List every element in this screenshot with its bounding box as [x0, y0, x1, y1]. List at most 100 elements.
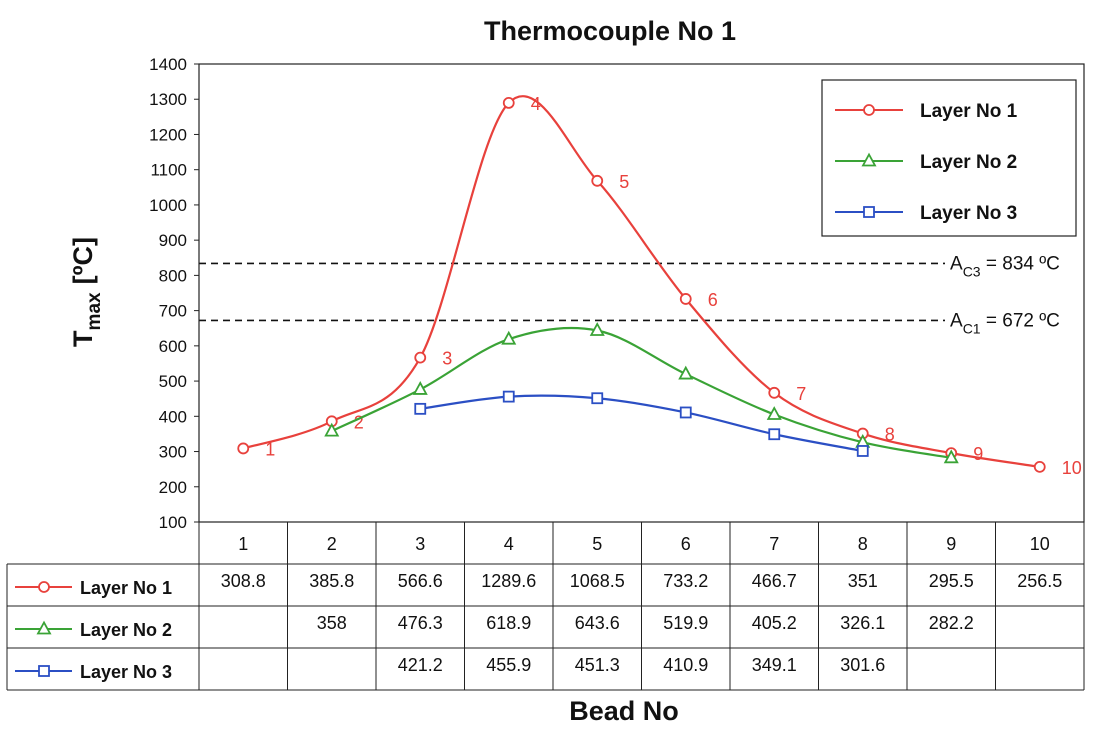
y-axis-title-unit: [ºC]: [68, 237, 98, 284]
data-point: [591, 392, 604, 405]
y-axis-ticks: 100 200 300 400 500 600 700 800 900 1000 1100 1200 1…: [149, 55, 199, 532]
data-point: [589, 322, 605, 336]
y-tick-label: 1400: [149, 55, 187, 74]
point-label: 4: [531, 94, 541, 114]
data-point: [502, 96, 515, 109]
legend-marker: [863, 104, 875, 116]
table-row: Layer No 2 358 476.3 618.9 643.6 519.9 405.2 32…: [15, 613, 974, 640]
table-cell: 566.6: [398, 571, 443, 591]
data-point: [768, 386, 781, 399]
table-cell: 256.5: [1017, 571, 1062, 591]
point-label: 10: [1062, 458, 1082, 478]
table-cell: 405.2: [752, 613, 797, 633]
table-key-marker: [36, 620, 52, 635]
y-tick-label: 900: [159, 231, 187, 250]
table-cell: 351: [848, 571, 878, 591]
data-point: [768, 428, 781, 441]
x-axis-title: Bead No: [569, 696, 679, 726]
table-cell: 295.5: [929, 571, 974, 591]
data-point: [412, 381, 428, 395]
legend-item: Layer No 3: [835, 203, 1017, 224]
table-cell: 466.7: [752, 571, 797, 591]
y-tick-label: 100: [159, 513, 187, 532]
y-tick-label: 700: [159, 302, 187, 321]
legend-item: Layer No 1: [835, 101, 1018, 122]
series-line: [242, 95, 1040, 468]
y-tick-label: 1000: [149, 196, 187, 215]
legend-label: Layer No 2: [920, 152, 1017, 173]
svg-text:Tmax[ºC]: Tmax [ºC]: [68, 237, 105, 347]
table-key-marker: [38, 665, 50, 677]
y-tick-label: 400: [159, 407, 187, 426]
table-row-label: Layer No 1: [80, 578, 172, 598]
table-cell: 301.6: [840, 655, 885, 675]
data-point: [678, 365, 694, 380]
point-label: 5: [619, 172, 629, 192]
table-header-cell: 9: [946, 534, 956, 554]
data-table: 1 2 3 4 5 6 7 8 9 10 Layer No 1 308.8 385.8 566.6 1289…: [6, 522, 1085, 691]
table-header-cell: 3: [415, 534, 425, 554]
data-point: [943, 449, 959, 464]
data-point: [1033, 460, 1046, 473]
y-axis-title-sub: max: [84, 292, 105, 330]
data-point: [502, 390, 515, 403]
legend-label: Layer No 1: [920, 101, 1018, 122]
reference-label-sub: C3: [963, 263, 981, 279]
table-row: Layer No 1 308.8 385.8 566.6 1289.6 1068.5 733…: [15, 571, 1062, 598]
table-cell: 451.3: [575, 655, 620, 675]
point-label: 9: [973, 444, 983, 464]
data-point: [501, 330, 517, 345]
y-tick-label: 600: [159, 337, 187, 356]
table-cell: 410.9: [663, 655, 708, 675]
data-point: [591, 174, 604, 187]
legend-marker: [863, 206, 875, 218]
series-line: [420, 394, 863, 453]
point-label: 8: [885, 425, 895, 445]
y-tick-label: 500: [159, 372, 187, 391]
y-tick-label: 1300: [149, 90, 187, 109]
table-cell: 349.1: [752, 655, 797, 675]
y-tick-label: 800: [159, 266, 187, 285]
legend: Layer No 1 Layer No 2 Layer No 3: [821, 79, 1077, 237]
legend-label: Layer No 3: [920, 203, 1017, 224]
y-tick-label: 1200: [149, 125, 187, 144]
reference-label-sub: C1: [963, 320, 981, 336]
table-cell: 1068.5: [570, 571, 625, 591]
table-header-cell: 6: [681, 534, 691, 554]
table-cell: 358: [317, 613, 347, 633]
table-header-cell: 7: [769, 534, 779, 554]
table-cell: 519.9: [663, 613, 708, 633]
table-row-label: Layer No 2: [80, 620, 172, 640]
point-label: 1: [265, 439, 275, 459]
table-cell: 385.8: [309, 571, 354, 591]
point-label: 2: [354, 412, 364, 432]
legend-marker: [861, 152, 877, 167]
table-header-cell: 4: [504, 534, 514, 554]
reference-label-value: = 834 ºC: [981, 253, 1060, 274]
data-point: [237, 442, 250, 455]
reference-label-main: A: [950, 310, 963, 331]
table-header-cell: 8: [858, 534, 868, 554]
reference-line-label: AC3 = 834 ºC: [950, 253, 1060, 279]
y-tick-label: 200: [159, 478, 187, 497]
point-label: 6: [708, 290, 718, 310]
table-cell: 1289.6: [481, 571, 536, 591]
data-point: [766, 406, 782, 420]
table-cell: 421.2: [398, 655, 443, 675]
reference-line-label: AC1 = 672 ºC: [950, 310, 1060, 336]
point-label: 3: [442, 349, 452, 369]
reference-label-main: A: [950, 253, 963, 274]
y-tick-label: 1100: [150, 161, 187, 180]
table-header-cell: 10: [1030, 534, 1050, 554]
series-layer: 1 2 3 4 5 6 7 8 9 10: [237, 94, 1082, 478]
table-header-cell: 5: [592, 534, 602, 554]
data-point: [324, 422, 340, 437]
table-cell: 618.9: [486, 613, 531, 633]
y-axis-title-main: T: [68, 330, 98, 347]
table-cell: 455.9: [486, 655, 531, 675]
table-cell: 326.1: [840, 613, 885, 633]
series-2: [324, 322, 959, 464]
point-label: 7: [796, 384, 806, 404]
